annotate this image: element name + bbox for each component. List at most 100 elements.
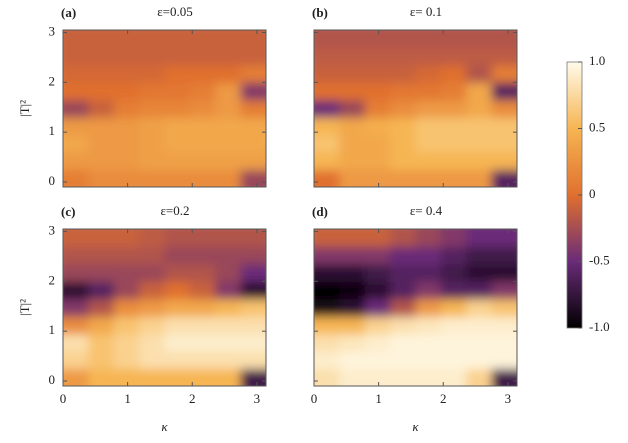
heat-cell [364,316,391,335]
heat-cell [491,82,517,101]
heat-cell [215,82,242,101]
heat-cell [139,169,165,187]
heat-cell [440,246,467,265]
heat-cell [440,47,467,66]
heat-cell [88,47,115,66]
heat-cell [240,169,266,187]
heat-cell [390,82,416,101]
heat-cell [139,263,165,282]
plot-area [63,30,266,187]
heat-cell [88,117,115,136]
heat-cell [364,47,391,66]
heat-cell [240,152,266,171]
heat-cell [240,281,266,300]
heat-cell [215,229,242,247]
heat-cell [364,169,391,187]
heat-cell [415,246,442,265]
heat-cell [466,298,493,317]
heat-cell [215,281,242,300]
y-tick-label: 1 [49,322,56,337]
heat-cell [215,316,242,335]
heat-cell [113,281,140,300]
heatmap [63,229,266,386]
heat-cell [390,152,416,171]
heat-cell [364,351,391,370]
heat-cell [215,351,242,370]
heat-cell [113,229,140,247]
heat-cell [164,333,191,352]
panel-label: (d) [312,204,328,219]
heat-cell [189,99,216,118]
heat-cell [440,351,467,370]
heat-cell [415,134,442,153]
heat-cell [139,64,165,83]
heat-cell [466,99,493,118]
heat-cell [63,246,89,265]
heat-cell [88,229,115,247]
heat-cell [339,263,366,282]
heat-cell [139,30,165,48]
heat-cell [189,134,216,153]
heat-cell [215,99,242,118]
heat-cell [339,169,366,187]
heat-cell [390,169,416,187]
y-tick-label: 3 [49,23,56,38]
heat-cell [415,263,442,282]
heat-cell [491,117,517,136]
heat-cell [440,333,467,352]
heat-cell [113,134,140,153]
heat-cell [440,169,467,187]
heat-cell [88,99,115,118]
heat-cell [63,281,89,300]
heat-cell [63,333,89,352]
heat-cell [491,281,517,300]
heat-cell [364,134,391,153]
panel-title: ε=0.2 [160,203,189,218]
heat-cell [314,134,340,153]
heat-cell [88,134,115,153]
frame [62,228,267,387]
heat-cell [164,298,191,317]
y-tick-label: 1 [49,123,56,138]
heat-cell [415,152,442,171]
heat-cell [189,229,216,247]
heat-cell [364,333,391,352]
y-tick-label: 2 [49,272,56,287]
heat-cell [63,368,89,386]
heat-cell [113,246,140,265]
y-tick-label: 3 [49,222,56,237]
heat-cell [364,152,391,171]
heat-cell [164,263,191,282]
heat-cell [113,333,140,352]
heat-cell [240,263,266,282]
heat-cell [364,82,391,101]
heat-cell [415,30,442,48]
heat-cell [88,152,115,171]
x-tick-label: 1 [124,391,131,406]
heat-cell [491,134,517,153]
frame [62,29,267,188]
heat-cell [189,298,216,317]
heat-cell [440,117,467,136]
heat-cell [390,368,416,386]
heat-cell [466,229,493,247]
heat-cell [88,316,115,335]
heat-cell [113,47,140,66]
heat-cell [139,82,165,101]
heat-cell [88,263,115,282]
x-tick-label: 3 [254,391,261,406]
heat-cell [88,368,115,386]
heat-cell [240,229,266,247]
heat-cell [189,316,216,335]
heat-cell [491,152,517,171]
heat-cell [314,351,340,370]
heat-cell [189,263,216,282]
heat-cell [339,229,366,247]
heat-cell [390,117,416,136]
heat-cell [390,246,416,265]
heat-cell [88,333,115,352]
heat-cell [491,64,517,83]
heat-cell [415,368,442,386]
heat-cell [215,368,242,386]
heat-cell [139,298,165,317]
